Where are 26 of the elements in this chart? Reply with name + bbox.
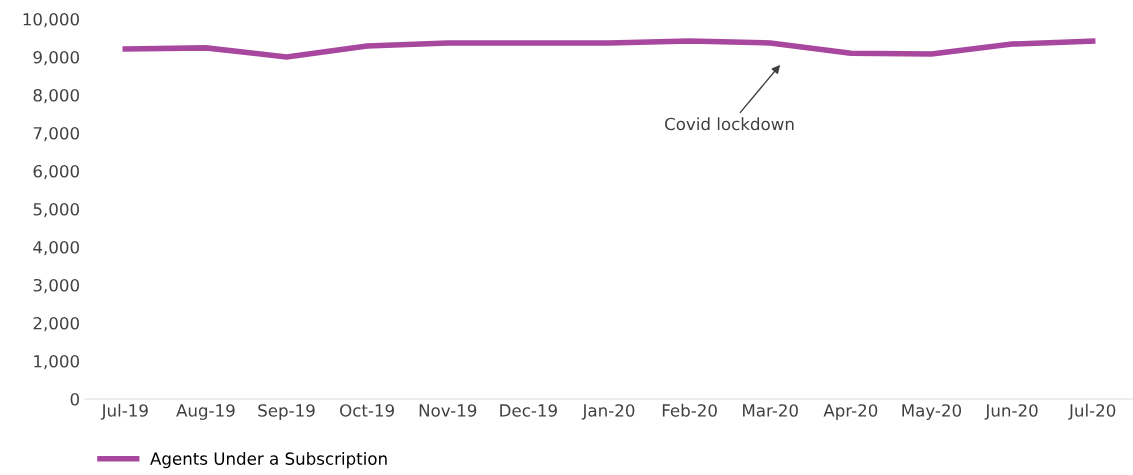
y-tick-label: 5,000 xyxy=(33,202,80,218)
x-tick-label: Jan-20 xyxy=(581,404,635,420)
x-tick-label: Jun-20 xyxy=(984,404,1038,420)
x-tick-label: Nov-19 xyxy=(419,404,477,417)
legend-label: Agents Under a Subscription xyxy=(150,452,387,469)
x-tick-label: Jul-19 xyxy=(100,403,148,420)
x-tick-label: Oct-19 xyxy=(340,404,394,417)
x-tick-label: Mar-20 xyxy=(743,404,798,417)
y-tick-label: 10,000 xyxy=(23,12,80,28)
x-tick-label: Dec-19 xyxy=(500,404,557,417)
y-tick-label: 9,000 xyxy=(33,50,80,66)
x-tick-label: Apr-20 xyxy=(823,404,878,420)
y-tick-label: 4,000 xyxy=(33,240,80,256)
y-tick-label: 2,000 xyxy=(33,316,80,332)
y-tick-label: 0 xyxy=(70,392,80,406)
annotation: Covid lockdown xyxy=(665,117,794,131)
x-tick-label: Jul-20 xyxy=(1068,403,1116,420)
y-tick-label: 6,000 xyxy=(33,164,80,180)
x-tick-label: May-20 xyxy=(902,404,962,420)
y-tick-label: 1,000 xyxy=(34,354,80,370)
x-tick-label: Aug-19 xyxy=(176,404,235,420)
y-tick-label: 7,000 xyxy=(33,126,80,142)
x-tick-label: Feb-20 xyxy=(662,403,717,417)
y-tick-label: 3,000 xyxy=(33,278,80,294)
x-tick-label: Sep-19 xyxy=(258,404,315,420)
y-tick-label: 8,000 xyxy=(33,88,80,104)
